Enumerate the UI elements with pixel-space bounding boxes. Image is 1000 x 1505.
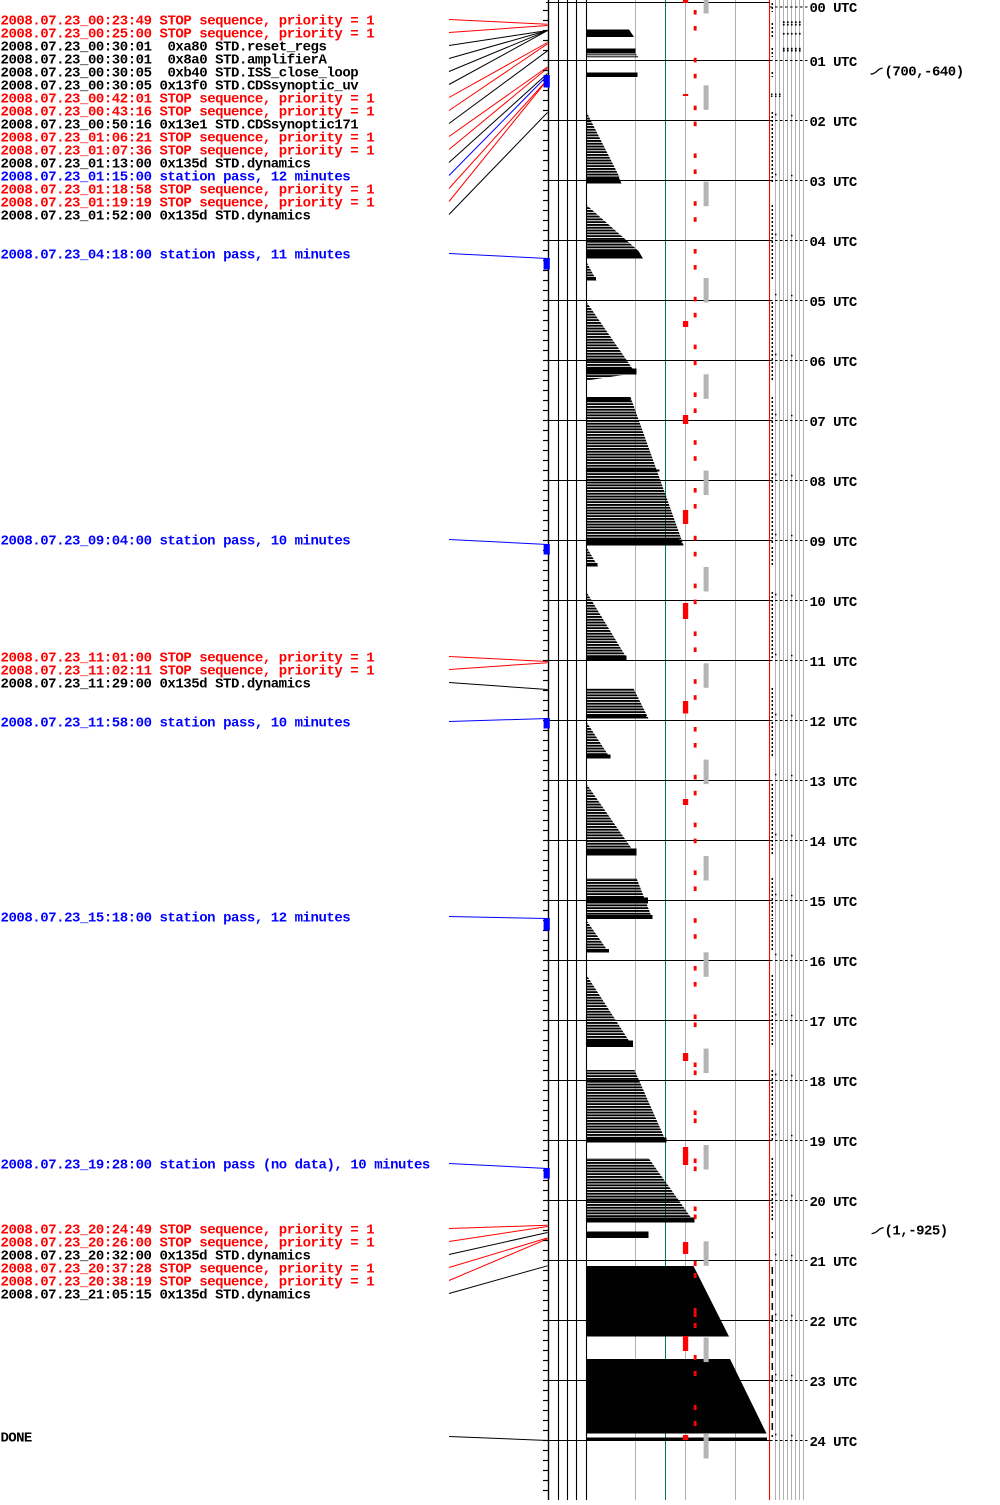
svg-text:2008.07.23_00:25:00 STOP seque: 2008.07.23_00:25:00 STOP sequence, prior… (1, 27, 375, 43)
svg-text:2008.07.23_20:26:00 STOP seque: 2008.07.23_20:26:00 STOP sequence, prior… (1, 1236, 375, 1252)
svg-text:17 UTC: 17 UTC (810, 1015, 858, 1031)
svg-text:20 UTC: 20 UTC (810, 1195, 858, 1211)
svg-text:2008.07.23_01:06:21 STOP seque: 2008.07.23_01:06:21 STOP sequence, prior… (1, 131, 375, 147)
svg-text:2008.07.23_00:50:16 0x13e1 STD: 2008.07.23_00:50:16 0x13e1 STD.CDSsynopt… (1, 118, 359, 134)
svg-text:2008.07.23_01:18:58 STOP seque: 2008.07.23_01:18:58 STOP sequence, prior… (1, 183, 375, 199)
svg-text:2008.07.23_11:29:00 0x135d STD: 2008.07.23_11:29:00 0x135d STD.dynamics (1, 677, 311, 693)
svg-text:14 UTC: 14 UTC (810, 835, 858, 851)
svg-text:DONE: DONE (1, 1431, 33, 1447)
svg-text:22 UTC: 22 UTC (810, 1315, 858, 1331)
svg-text:2008.07.23_01:13:00 0x135d STD: 2008.07.23_01:13:00 0x135d STD.dynamics (1, 157, 311, 173)
svg-text:2008.07.23_20:38:19 STOP seque: 2008.07.23_20:38:19 STOP sequence, prior… (1, 1275, 375, 1291)
svg-text:08 UTC: 08 UTC (810, 475, 858, 491)
svg-text:02 UTC: 02 UTC (810, 115, 858, 131)
svg-text:2008.07.23_00:30:05 0xb40 STD: 2008.07.23_00:30:05 0xb40 STD.ISS_close_… (1, 66, 359, 82)
svg-text:24 UTC: 24 UTC (810, 1435, 858, 1451)
svg-text:2008.07.23_21:05:15 0x135d STD: 2008.07.23_21:05:15 0x135d STD.dynamics (1, 1288, 311, 1304)
svg-text:(1,-925): (1,-925) (885, 1224, 949, 1240)
svg-text:2008.07.23_01:52:00 0x135d STD: 2008.07.23_01:52:00 0x135d STD.dynamics (1, 209, 311, 225)
svg-text:2008.07.23_00:30:01 0x8a0 STD: 2008.07.23_00:30:01 0x8a0 STD.amplifierA (1, 53, 328, 69)
svg-text:19 UTC: 19 UTC (810, 1135, 858, 1151)
svg-text:07 UTC: 07 UTC (810, 415, 858, 431)
svg-text:12 UTC: 12 UTC (810, 715, 858, 731)
svg-text:2008.07.23_09:04:00 station pa: 2008.07.23_09:04:00 station pass, 10 min… (1, 534, 351, 550)
svg-text:06 UTC: 06 UTC (810, 355, 858, 371)
svg-text:2008.07.23_20:32:00 0x135d STD: 2008.07.23_20:32:00 0x135d STD.dynamics (1, 1249, 311, 1265)
svg-text:2008.07.23_00:43:16 STOP seque: 2008.07.23_00:43:16 STOP sequence, prior… (1, 105, 375, 121)
svg-text:2008.07.23_00:23:49 STOP seque: 2008.07.23_00:23:49 STOP sequence, prior… (1, 14, 375, 30)
svg-text:16 UTC: 16 UTC (810, 955, 858, 971)
svg-text:13 UTC: 13 UTC (810, 775, 858, 791)
svg-text:23 UTC: 23 UTC (810, 1375, 858, 1391)
svg-text:2008.07.23_11:02:11 STOP seque: 2008.07.23_11:02:11 STOP sequence, prior… (1, 664, 375, 680)
svg-text:2008.07.23_00:30:05 0x13f0 STD: 2008.07.23_00:30:05 0x13f0 STD.CDSsynopt… (1, 79, 360, 95)
svg-text:2008.07.23_01:19:19 STOP seque: 2008.07.23_01:19:19 STOP sequence, prior… (1, 196, 375, 212)
svg-text:2008.07.23_01:15:00 station pa: 2008.07.23_01:15:00 station pass, 12 min… (1, 170, 351, 186)
svg-text:21 UTC: 21 UTC (810, 1255, 858, 1271)
svg-text:2008.07.23_00:30:01 0xa80 STD: 2008.07.23_00:30:01 0xa80 STD.reset_regs (1, 40, 327, 56)
svg-text:2008.07.23_01:07:36 STOP seque: 2008.07.23_01:07:36 STOP sequence, prior… (1, 144, 375, 160)
svg-text:11 UTC: 11 UTC (810, 655, 858, 671)
svg-text:03 UTC: 03 UTC (810, 175, 858, 191)
svg-text:2008.07.23_19:28:00 station pa: 2008.07.23_19:28:00 station pass (no dat… (1, 1158, 431, 1174)
svg-text:2008.07.23_00:42:01 STOP seque: 2008.07.23_00:42:01 STOP sequence, prior… (1, 92, 375, 108)
svg-text:2008.07.23_11:58:00 station pa: 2008.07.23_11:58:00 station pass, 10 min… (1, 716, 351, 732)
svg-text:01 UTC: 01 UTC (810, 55, 858, 71)
svg-text:00 UTC: 00 UTC (810, 1, 858, 17)
svg-text:2008.07.23_04:18:00 station pa: 2008.07.23_04:18:00 station pass, 11 min… (1, 248, 351, 264)
svg-text:2008.07.23_15:18:00 station pa: 2008.07.23_15:18:00 station pass, 12 min… (1, 911, 351, 927)
svg-text:05 UTC: 05 UTC (810, 295, 858, 311)
svg-text:2008.07.23_20:37:28 STOP seque: 2008.07.23_20:37:28 STOP sequence, prior… (1, 1262, 375, 1278)
svg-text:(700,-640): (700,-640) (885, 65, 965, 81)
svg-text:2008.07.23_20:24:49 STOP seque: 2008.07.23_20:24:49 STOP sequence, prior… (1, 1223, 375, 1239)
svg-text:09 UTC: 09 UTC (810, 535, 858, 551)
svg-text:18 UTC: 18 UTC (810, 1075, 858, 1091)
svg-text:04 UTC: 04 UTC (810, 235, 858, 251)
svg-text:2008.07.23_11:01:00 STOP seque: 2008.07.23_11:01:00 STOP sequence, prior… (1, 651, 375, 667)
svg-text:15 UTC: 15 UTC (810, 895, 858, 911)
svg-text:10 UTC: 10 UTC (810, 595, 858, 611)
